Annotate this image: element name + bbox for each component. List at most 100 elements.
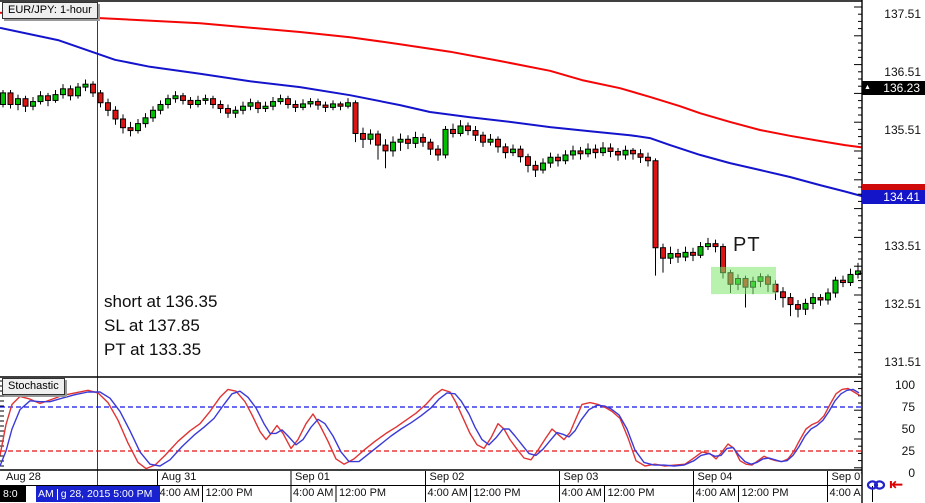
time-label: 4:00 AM: [159, 487, 200, 499]
candle: [517, 148, 524, 158]
symbol-timeframe-label[interactable]: EUR/JPY: 1-hour: [2, 2, 98, 19]
candle: [330, 103, 336, 108]
candle: [660, 247, 666, 259]
candle: [472, 130, 479, 136]
badge-separator: [56, 488, 58, 500]
candle: [307, 101, 314, 105]
candle: [82, 83, 89, 88]
candle: [247, 102, 254, 107]
candle: [352, 102, 359, 134]
candle: [127, 127, 134, 132]
indicator-line: [0, 11, 863, 149]
candle: [120, 118, 126, 129]
candle: [495, 138, 501, 148]
candle: [412, 137, 419, 144]
date-label: Sep 02: [429, 471, 465, 483]
candle: [405, 138, 411, 144]
candle: [457, 125, 464, 134]
stochastic-indicator-label[interactable]: Stochastic: [2, 378, 65, 395]
candle: [0, 92, 6, 105]
candle: [337, 103, 344, 107]
candle: [465, 125, 471, 132]
current-price-badge: ▲ 136.23: [862, 81, 925, 96]
candle: [570, 150, 576, 156]
stoch-axis-label: 0: [908, 466, 915, 480]
candle: [150, 109, 156, 119]
candle: [562, 154, 569, 162]
candle: [450, 128, 456, 134]
candle: [210, 98, 216, 105]
indicator-line: [0, 387, 861, 470]
candle: [315, 101, 321, 106]
chart-toolbar-icons: ⇤: [866, 475, 904, 494]
candle: [180, 95, 186, 101]
time-label: 4:00 AM: [695, 487, 736, 499]
time-label: 12:00 PM: [205, 487, 253, 499]
candle: [855, 270, 861, 275]
candle: [262, 105, 269, 110]
candle: [645, 156, 651, 162]
candle: [202, 98, 209, 101]
date-label: Aug 28: [6, 471, 41, 483]
stoch-axis-label: 50: [901, 422, 915, 436]
candle: [75, 86, 81, 97]
stoch-axis-label: 100: [894, 378, 915, 392]
candle: [375, 133, 381, 146]
date-label: Sep 01: [295, 471, 330, 483]
candle: [157, 103, 164, 111]
candle: [285, 98, 291, 105]
candle: [270, 101, 276, 107]
candle: [442, 128, 449, 156]
annotation-entry: short at 136.35: [104, 292, 218, 311]
time-label: 12:00 PM: [339, 487, 387, 499]
candle: [532, 164, 539, 171]
time-axis[interactable]: 8:0 AM g 28, 2015 5:00 PM Aug 28 Aug 31 4:0…: [0, 470, 862, 503]
date-label: Sep 04: [697, 471, 733, 483]
candle: [7, 92, 14, 105]
scroll-to-end-icon[interactable]: ⇤: [889, 475, 904, 494]
candle: [390, 141, 396, 152]
candle: [555, 156, 561, 162]
candle: [225, 108, 231, 114]
time-label: 4:00 AM: [427, 487, 468, 499]
candle: [795, 304, 801, 310]
candle: [690, 251, 696, 256]
candle: [277, 98, 284, 103]
candle: [615, 150, 621, 156]
price-axis-label: 135.51: [884, 123, 921, 137]
time-label: 4:00 AM: [829, 487, 863, 499]
candle: [525, 156, 531, 166]
candle: [622, 149, 629, 156]
candle: [435, 148, 441, 156]
crosshair-time-am: AM: [38, 488, 54, 500]
candle: [37, 95, 44, 103]
candle: [705, 243, 711, 248]
candle: [52, 94, 59, 101]
link-icon[interactable]: [866, 478, 886, 492]
profit-target-label: PT: [733, 234, 761, 256]
candle: [67, 88, 74, 97]
candle: [172, 95, 179, 100]
candle: [360, 132, 366, 140]
date-label: Aug 31: [161, 471, 197, 483]
annotation-stoploss: SL at 137.85: [104, 316, 200, 335]
candle: [217, 103, 224, 110]
candle: [810, 297, 816, 304]
edge-time-badge: 8:0: [0, 486, 26, 502]
candle: [697, 246, 704, 256]
candle: [112, 109, 119, 120]
time-label: 12:00 PM: [741, 487, 789, 499]
candle: [142, 117, 149, 125]
candle: [637, 153, 644, 158]
candle: [577, 150, 584, 155]
current-price-value: 136.23: [883, 81, 920, 96]
candle: [675, 253, 681, 258]
candle: [135, 123, 141, 132]
time-label: 4:00 AM: [293, 487, 334, 499]
candle: [592, 148, 599, 154]
candle: [652, 160, 659, 249]
pt-zone: [711, 266, 776, 295]
candle: [420, 137, 426, 143]
candle: [487, 138, 494, 143]
